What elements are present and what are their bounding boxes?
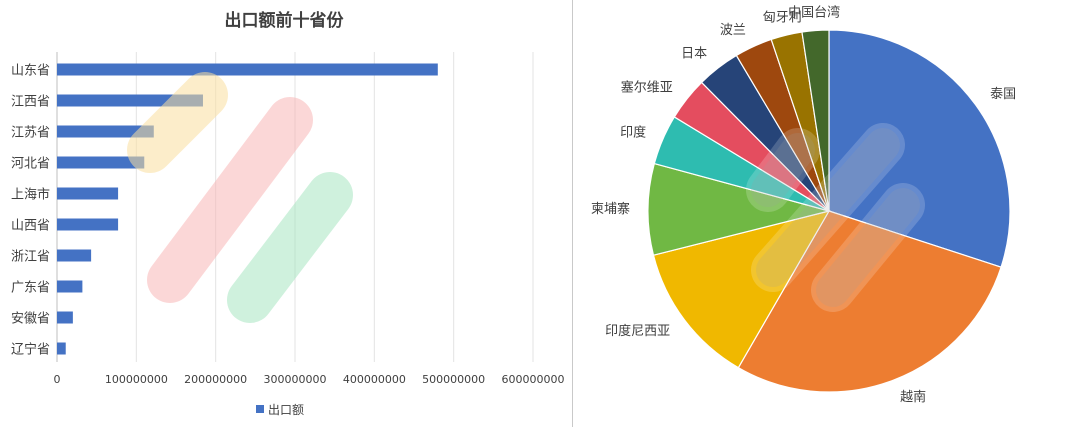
pie-slice bbox=[737, 210, 1002, 393]
slice-label: 中国台湾 bbox=[788, 5, 840, 21]
category-label: 山西省 bbox=[11, 219, 50, 234]
slice-label: 塞尔维亚 bbox=[621, 80, 673, 96]
legend-label: 出口额 bbox=[268, 403, 304, 417]
x-tick-label: 300000000 bbox=[264, 373, 327, 386]
watermark-stroke bbox=[756, 128, 900, 287]
bar bbox=[57, 311, 73, 324]
slice-label: 泰国 bbox=[990, 87, 1016, 102]
bar bbox=[57, 187, 119, 200]
slice-label: 匈牙利 bbox=[763, 11, 802, 26]
watermark-stroke bbox=[751, 123, 905, 292]
bar bbox=[57, 342, 66, 355]
category-label: 浙江省 bbox=[11, 250, 50, 265]
category-label: 江苏省 bbox=[11, 125, 50, 141]
category-label: 上海市 bbox=[11, 187, 50, 203]
category-label: 安徽省 bbox=[11, 312, 50, 327]
bar bbox=[57, 249, 92, 262]
x-tick-label: 600000000 bbox=[502, 373, 565, 386]
watermark-stroke bbox=[811, 183, 925, 312]
x-tick-label: 0 bbox=[54, 373, 61, 386]
bar bbox=[57, 63, 438, 76]
watermark-stroke bbox=[746, 128, 820, 212]
slice-label: 柬埔寨 bbox=[591, 201, 630, 217]
watermark bbox=[746, 123, 925, 312]
category-label: 江西省 bbox=[11, 95, 50, 110]
slice-label: 印度 bbox=[620, 124, 646, 140]
bar bbox=[57, 280, 83, 293]
x-tick-label: 200000000 bbox=[184, 373, 247, 386]
slice-label: 日本 bbox=[681, 47, 707, 62]
chart-title: 出口额前十省份 bbox=[225, 10, 345, 31]
watermark-stroke bbox=[127, 72, 228, 173]
watermark bbox=[127, 72, 353, 323]
watermark-stroke bbox=[816, 188, 920, 307]
pie-slice bbox=[647, 162, 832, 256]
slice-label: 印度尼西亚 bbox=[605, 323, 670, 339]
divider bbox=[572, 0, 573, 427]
category-label: 广东省 bbox=[11, 281, 50, 296]
category-label: 山东省 bbox=[11, 64, 50, 79]
pie-slice bbox=[801, 29, 830, 212]
legend-swatch bbox=[256, 405, 264, 413]
category-label: 河北省 bbox=[11, 157, 50, 172]
bar bbox=[57, 156, 145, 169]
x-tick-label: 500000000 bbox=[422, 373, 485, 386]
watermark-stroke bbox=[227, 172, 353, 323]
bar bbox=[57, 218, 119, 231]
watermark-stroke bbox=[751, 133, 815, 207]
slice-label: 波兰 bbox=[720, 23, 746, 38]
category-label: 辽宁省 bbox=[11, 342, 50, 358]
bar-chart: 出口额前十省份 0 100000000 200000000 300000000 40000… bbox=[11, 10, 565, 417]
x-tick-label: 100000000 bbox=[105, 373, 168, 386]
slice-label: 越南 bbox=[900, 389, 926, 405]
x-tick-label: 400000000 bbox=[343, 373, 406, 386]
pie-slice bbox=[828, 29, 1011, 268]
watermark-stroke bbox=[147, 97, 313, 303]
pie-slice bbox=[652, 210, 831, 369]
bar bbox=[57, 125, 154, 138]
